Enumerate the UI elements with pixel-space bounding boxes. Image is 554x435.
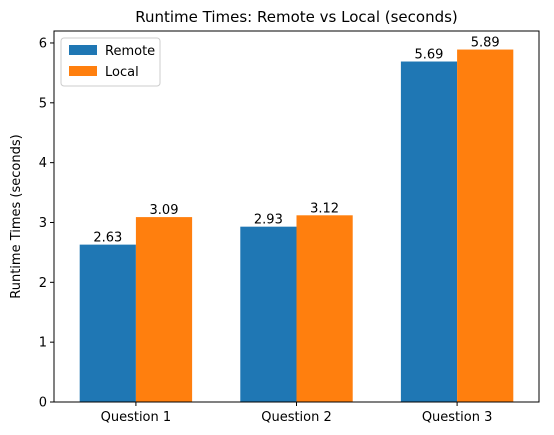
bar-local-1 <box>135 217 193 402</box>
x-tick-label: Question 1 <box>101 410 172 425</box>
legend-label-remote: Remote <box>105 44 155 59</box>
chart-title: Runtime Times: Remote vs Local (seconds) <box>135 8 458 26</box>
x-tick-label: Question 3 <box>422 410 493 425</box>
data-label-local-2: 3.12 <box>310 201 339 216</box>
data-label-local-1: 3.09 <box>150 203 179 218</box>
bar-local-2 <box>296 215 353 402</box>
legend-label-local: Local <box>105 65 139 80</box>
plot-area: 2.63 2.93 5.69 3.09 3.12 5.89 0 1 2 3 4 5 6 Question … <box>39 30 540 425</box>
y-tick-label: 1 <box>39 336 47 351</box>
legend-swatch-local <box>69 66 97 76</box>
bar-remote-3 <box>400 61 458 403</box>
x-tick-label: Question 2 <box>261 410 332 425</box>
bar-remote-1 <box>79 244 136 402</box>
y-tick-label: 0 <box>39 396 47 411</box>
y-tick-label: 5 <box>39 96 47 111</box>
bar-remote-2 <box>240 226 297 402</box>
data-label-local-3: 5.89 <box>471 36 500 51</box>
legend-swatch-remote <box>69 45 97 55</box>
y-tick-label: 6 <box>39 36 47 51</box>
y-axis-label: Runtime Times (seconds) <box>9 134 24 298</box>
y-tick-label: 4 <box>39 156 47 171</box>
data-label-remote-3: 5.69 <box>415 48 444 63</box>
y-tick-label: 3 <box>39 216 47 231</box>
data-label-remote-1: 2.63 <box>93 231 122 246</box>
bar-local-3 <box>457 49 514 403</box>
y-tick-label: 2 <box>39 276 47 291</box>
legend: Remote Local <box>60 37 161 87</box>
data-label-remote-2: 2.93 <box>254 213 283 228</box>
